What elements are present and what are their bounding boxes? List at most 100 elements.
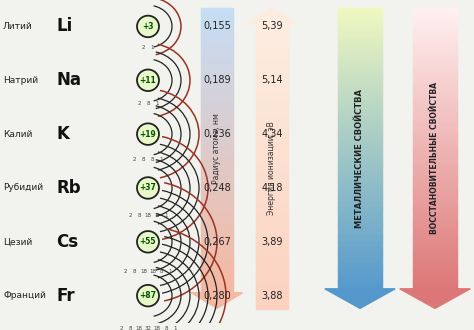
Bar xyxy=(338,255,382,258)
Bar xyxy=(338,278,382,281)
Bar xyxy=(413,202,457,205)
Bar xyxy=(338,30,382,34)
Bar xyxy=(256,63,288,67)
Bar xyxy=(256,177,288,181)
Text: Радиус атома, нм: Радиус атома, нм xyxy=(212,113,221,184)
Bar xyxy=(201,11,233,14)
Bar xyxy=(201,71,233,74)
Bar xyxy=(338,120,382,123)
Bar xyxy=(201,182,233,185)
Bar xyxy=(413,25,457,28)
Bar xyxy=(413,39,457,42)
Bar xyxy=(413,269,457,273)
Bar xyxy=(256,294,288,297)
Text: 8: 8 xyxy=(128,325,132,330)
Bar xyxy=(338,117,382,121)
Bar xyxy=(201,148,233,151)
Bar xyxy=(256,266,288,269)
Text: 18: 18 xyxy=(136,325,143,330)
Bar xyxy=(338,61,382,65)
Bar xyxy=(338,16,382,19)
Bar xyxy=(201,85,233,88)
Bar xyxy=(338,227,382,230)
Bar xyxy=(413,266,457,270)
Bar xyxy=(413,131,457,135)
Bar xyxy=(338,280,382,284)
Bar xyxy=(413,193,457,197)
Polygon shape xyxy=(400,289,470,309)
Text: +87: +87 xyxy=(139,291,156,300)
Bar xyxy=(201,93,233,97)
Bar xyxy=(338,95,382,98)
Bar xyxy=(201,219,233,222)
Bar xyxy=(201,39,233,43)
Text: ВОССТАНОВИТЕЛЬНЫЕ СВОЙСТВА: ВОССТАНОВИТЕЛЬНЫЕ СВОЙСТВА xyxy=(430,82,439,234)
Bar xyxy=(413,129,457,132)
Bar xyxy=(201,221,233,225)
Bar xyxy=(201,111,233,114)
Text: 4,18: 4,18 xyxy=(261,183,283,193)
Bar xyxy=(201,270,233,273)
Bar xyxy=(338,238,382,242)
Text: Франций: Франций xyxy=(3,291,46,300)
Bar xyxy=(413,58,457,62)
Bar xyxy=(256,52,288,55)
Bar xyxy=(338,157,382,160)
Circle shape xyxy=(137,285,159,307)
Bar xyxy=(338,264,382,267)
Bar xyxy=(201,253,233,256)
Bar xyxy=(256,98,288,101)
Bar xyxy=(413,11,457,14)
Bar xyxy=(256,100,288,104)
Bar xyxy=(413,182,457,185)
Bar xyxy=(413,218,457,222)
Bar xyxy=(256,35,288,38)
Bar xyxy=(413,171,457,174)
Bar xyxy=(413,146,457,149)
Text: 8: 8 xyxy=(160,270,163,275)
Bar xyxy=(338,199,382,202)
Bar xyxy=(201,239,233,242)
Bar xyxy=(256,69,288,72)
Bar xyxy=(413,238,457,242)
Text: 8: 8 xyxy=(133,270,136,275)
Bar xyxy=(413,120,457,123)
Bar xyxy=(413,151,457,154)
Bar xyxy=(201,25,233,28)
Bar xyxy=(338,148,382,151)
Bar xyxy=(256,186,288,189)
Bar xyxy=(413,70,457,73)
Bar xyxy=(201,287,233,290)
Bar xyxy=(338,55,382,59)
Bar xyxy=(256,41,288,44)
Bar xyxy=(256,269,288,272)
Bar xyxy=(201,127,233,131)
Bar xyxy=(338,73,382,76)
Bar xyxy=(201,113,233,116)
Bar xyxy=(201,170,233,174)
Bar xyxy=(413,227,457,230)
Bar xyxy=(413,157,457,160)
Bar xyxy=(256,223,288,226)
Text: Калий: Калий xyxy=(3,130,32,139)
Bar xyxy=(413,67,457,70)
Bar xyxy=(413,221,457,225)
Bar xyxy=(413,75,457,79)
Text: 2: 2 xyxy=(137,101,141,106)
Bar xyxy=(256,243,288,246)
Bar xyxy=(256,135,288,138)
Bar xyxy=(338,202,382,205)
Bar xyxy=(256,172,288,175)
Text: 2: 2 xyxy=(142,45,145,50)
Bar xyxy=(413,123,457,126)
Bar xyxy=(256,89,288,92)
Bar xyxy=(338,165,382,169)
Bar xyxy=(201,22,233,25)
Bar xyxy=(413,207,457,211)
Bar xyxy=(256,66,288,70)
Bar xyxy=(338,190,382,194)
Bar xyxy=(256,306,288,309)
Bar xyxy=(338,112,382,115)
Bar xyxy=(201,139,233,142)
Bar xyxy=(338,168,382,171)
